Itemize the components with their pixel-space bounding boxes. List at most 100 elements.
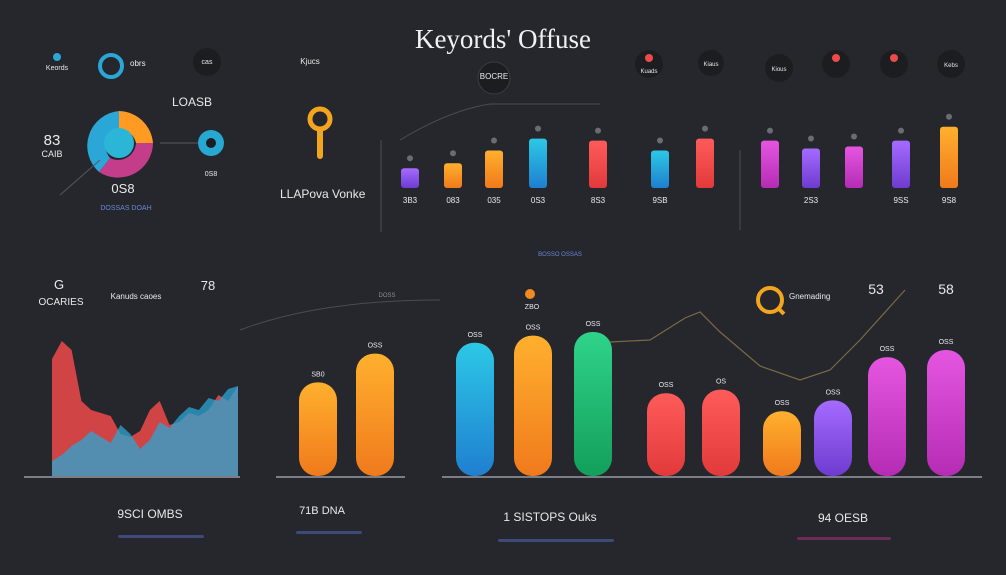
legend-label-1: Keords (46, 65, 69, 72)
bar-value-label: 3B3 (403, 196, 418, 205)
bar-value-label: 9SS (893, 196, 908, 205)
caption-underline (118, 535, 204, 538)
bar (845, 146, 863, 188)
top-bar-chart: 3B3 083 035 0S3 8S3 9SB 2S3 9SS 9S8 (401, 113, 958, 205)
bar (444, 163, 462, 188)
section-label: LLAPova Vonke (280, 187, 366, 201)
bar-value-label: 083 (446, 196, 460, 205)
legend-label-2: obrs (130, 59, 146, 68)
legend-badge (822, 50, 850, 78)
trend-line (609, 289, 906, 381)
bar-value-label: OSS (368, 343, 383, 350)
key-icon (307, 106, 333, 132)
caption-underline (296, 531, 362, 534)
pin-icon (206, 138, 216, 148)
legend-dot (832, 54, 840, 62)
connector-line (59, 159, 101, 196)
bar-value-label: OSS (775, 400, 790, 407)
donut-subcaption: DOSSAS DOAH (100, 205, 151, 212)
top-legend: Kuads Kiaus Kious Kebs (635, 50, 965, 82)
bottom-right-panel: ZBO Gnemading 53 58 (525, 281, 954, 381)
bar (514, 335, 552, 476)
bar-value-label: OSS (880, 346, 895, 353)
bar-value-label: OSS (659, 382, 674, 389)
bar-value-label: OSS (586, 321, 601, 328)
bar-value-label: 9S8 (942, 196, 957, 205)
bar-marker (595, 127, 601, 134)
bar-value-label: 8S3 (591, 196, 606, 205)
key-group: Kjucs LLAPova Vonke BOCRE (280, 57, 741, 232)
bar (529, 138, 547, 188)
donut-caption: 0S8 (111, 181, 134, 196)
area-series (52, 386, 238, 476)
badge-circle (193, 48, 221, 76)
bar (696, 138, 714, 188)
bar (401, 168, 419, 188)
left-chip: DOSS (378, 293, 395, 299)
key-shaft (317, 127, 323, 159)
donut-slice-magenta (99, 143, 153, 178)
bar (485, 150, 503, 188)
bar-value-label: OSS (526, 325, 541, 332)
center-badge-circle (477, 61, 511, 95)
bar-value-label: 9SB (652, 196, 667, 205)
bar (589, 140, 607, 188)
bar (356, 353, 394, 476)
bar (456, 342, 494, 476)
small-value: 0S8 (205, 171, 218, 178)
bar (763, 411, 801, 476)
bar-marker (450, 150, 456, 157)
right-brand: Gnemading (789, 292, 830, 301)
donut-group: Keords obrs cas LOASB 83 CAIB 0S8 DOSSAS… (41, 48, 224, 212)
caption-underline (797, 537, 891, 540)
legend-badge (880, 50, 908, 78)
legend-badge (765, 54, 793, 82)
bar-value-label: 0S3 (531, 196, 546, 205)
mid-caption: ZBO (525, 304, 540, 311)
caption-1: 9SCI OMBS (117, 507, 182, 521)
search-icon-handle (776, 306, 786, 316)
legend-label-3: cas (202, 59, 213, 66)
bar (802, 148, 820, 188)
bar-marker (767, 127, 773, 134)
right-value-1: 53 (868, 281, 884, 297)
bar-value-label: 035 (487, 196, 501, 205)
donut-slice-orange (119, 111, 153, 143)
bar (927, 350, 965, 476)
bar-marker (702, 125, 708, 132)
caption-4: 94 OESB (818, 511, 868, 525)
right-value-2: 58 (938, 281, 954, 297)
legend-dot (645, 54, 653, 62)
legend-badge (937, 50, 965, 78)
bar-marker (491, 137, 497, 144)
donut-title: LOASB (172, 95, 212, 109)
donut-value: 83 (44, 132, 61, 149)
bracket-line (399, 103, 600, 141)
legend-badge (635, 50, 663, 78)
bar (651, 150, 669, 188)
bar-marker (898, 127, 904, 134)
left-label: OCARIES (38, 297, 83, 308)
bar-value-label: OSS (826, 389, 841, 396)
bar (702, 389, 740, 476)
bar-value-label: SB0 (311, 371, 324, 378)
bar (647, 393, 685, 476)
bar (892, 140, 910, 188)
trend-line (239, 299, 441, 331)
legend-label-4: Kuads (640, 69, 657, 75)
bar-value-label: OSS (939, 339, 954, 346)
bottom-bar-chart: SB0 OSS OSS OSS OSS OSS OS OSS OSS OSS OSS (299, 321, 965, 476)
ring-icon (98, 53, 124, 79)
donut-center (104, 128, 134, 158)
bar-marker (946, 113, 952, 120)
key-value: Kjucs (300, 57, 320, 66)
bar-marker (407, 155, 413, 162)
bar-value-label: OS (716, 379, 726, 386)
left-header: Kanuds caoes (111, 292, 162, 301)
bar-value-label: 2S3 (804, 196, 819, 205)
bar (761, 140, 779, 188)
page-title: Keyords' Offuse (415, 24, 591, 54)
left-value: 78 (201, 278, 215, 293)
